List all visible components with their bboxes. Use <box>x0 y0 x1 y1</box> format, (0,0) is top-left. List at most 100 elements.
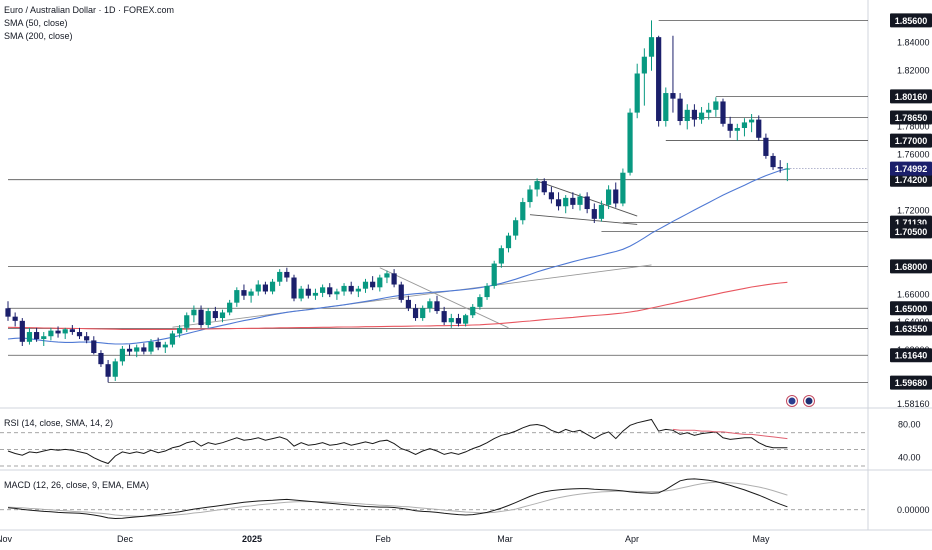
candle <box>41 332 47 347</box>
key-level-label-bg <box>890 110 932 125</box>
candle-body <box>448 318 454 323</box>
candle-body <box>684 109 690 122</box>
candle <box>570 192 576 210</box>
candle-body <box>441 311 447 323</box>
key-level-label: 1.70500 <box>890 224 932 239</box>
candle <box>327 283 333 298</box>
candle <box>713 97 719 117</box>
candle-body <box>656 37 662 122</box>
price-tick-label: 1.84000 <box>897 38 930 48</box>
key-level-label-text: 1.77000 <box>895 136 928 146</box>
candle <box>555 192 562 211</box>
candle-body <box>620 172 626 204</box>
candle-body <box>434 301 440 312</box>
candle <box>320 284 326 298</box>
candle <box>112 358 118 381</box>
rsi-sma-line <box>672 428 788 440</box>
candle <box>341 283 347 296</box>
candle-body <box>355 288 361 292</box>
candle <box>377 274 383 292</box>
candle <box>12 312 18 327</box>
candle-body <box>19 320 25 342</box>
candle-body <box>277 271 283 282</box>
candle <box>155 337 161 351</box>
candle-body <box>484 285 490 298</box>
current-price-label-text: 1.74992 <box>895 164 928 174</box>
candle <box>448 313 454 328</box>
candle-body <box>520 202 526 221</box>
key-level-label-text: 1.59680 <box>895 378 928 388</box>
sma-lines <box>7 168 788 345</box>
candle-body <box>155 341 161 348</box>
candle-body <box>563 197 569 207</box>
key-level-label-bg <box>890 172 932 187</box>
key-level-label-bg <box>890 224 932 239</box>
candle-body <box>105 364 111 377</box>
candle-body <box>706 109 712 113</box>
candle <box>305 284 311 299</box>
key-level-label-bg <box>890 13 932 28</box>
candle-body <box>391 273 397 285</box>
candle <box>470 304 476 319</box>
macd-legend[interactable]: MACD (12, 26, close, 9, EMA, EMA) <box>4 480 150 490</box>
time-tick-label: Feb <box>375 534 391 544</box>
candle-body <box>498 248 504 264</box>
candle <box>191 305 197 323</box>
candle <box>427 298 433 313</box>
candle-body <box>455 318 462 324</box>
candle <box>134 344 140 358</box>
candle <box>219 309 226 323</box>
key-level-label-bg <box>890 321 932 336</box>
candle-body <box>427 301 433 309</box>
candle-body <box>5 308 11 317</box>
candle-body <box>234 290 240 303</box>
candle <box>412 304 419 321</box>
time-axis[interactable]: Nov Dec 2025 Feb Mar Apr May <box>0 534 770 544</box>
candle <box>291 274 297 302</box>
candle-body <box>749 119 755 123</box>
candle-body <box>55 330 61 334</box>
candle-body <box>398 284 404 300</box>
candle-body <box>362 281 369 289</box>
candle-body <box>377 277 383 288</box>
candle-body <box>284 271 290 278</box>
rsi-legend[interactable]: RSI (14, close, SMA, 14, 2) <box>4 418 114 428</box>
key-level-label-text: 1.71130 <box>895 218 927 228</box>
candle-body <box>34 332 40 340</box>
event-markers <box>786 395 815 407</box>
candle-body <box>534 181 540 190</box>
candle-body <box>162 344 168 348</box>
candle <box>548 186 554 204</box>
current-price-label-bg <box>890 161 932 176</box>
candle <box>563 195 569 214</box>
candle-body <box>255 284 261 292</box>
candle <box>663 87 669 127</box>
candle-body <box>205 311 211 326</box>
candle <box>69 325 75 335</box>
candle <box>234 287 240 307</box>
candle-body <box>770 155 776 168</box>
candle <box>784 162 790 182</box>
key-level-label: 1.65000 <box>890 301 932 316</box>
candle-body <box>191 309 197 316</box>
rsi-pane <box>0 418 868 467</box>
candle <box>298 285 304 302</box>
current-price-label: 1.74992 <box>890 161 932 176</box>
candle-body <box>405 299 411 309</box>
candle <box>48 327 54 341</box>
candle-body <box>613 189 619 204</box>
candle-body <box>76 332 83 337</box>
sma50-legend[interactable]: SMA (50, close) <box>4 18 68 28</box>
candle-body <box>298 288 304 299</box>
candle <box>269 278 276 295</box>
candle-body <box>327 287 333 295</box>
sma200-legend[interactable]: SMA (200, close) <box>4 31 73 41</box>
candle-body <box>420 308 426 319</box>
candle <box>741 118 748 137</box>
price-axis[interactable]: 1.84000 1.82000 1.78000 1.76000 1.72000 1.660… <box>890 13 932 515</box>
candle <box>126 344 133 356</box>
candle-body <box>527 189 533 203</box>
candle-body <box>98 352 104 365</box>
event-marker-flag <box>788 397 796 405</box>
candle-body <box>370 281 376 288</box>
